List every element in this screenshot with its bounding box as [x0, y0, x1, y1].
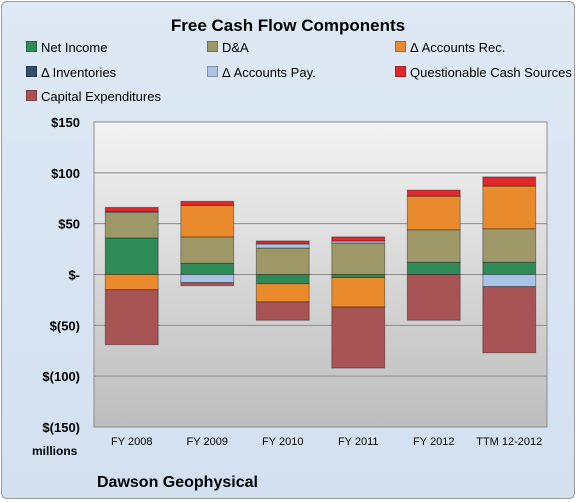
bar-segment: [331, 306, 386, 369]
bar-segment: [104, 206, 159, 212]
chart-title: Free Cash Flow Components: [170, 16, 406, 35]
legend-swatch: [395, 66, 406, 77]
y-tick-label: $(100): [42, 369, 80, 384]
x-tick-label: FY 2008: [111, 436, 152, 448]
bar-segment: [104, 274, 159, 291]
bar-segment: [482, 228, 537, 263]
y-tick-label: $-: [68, 268, 80, 283]
x-tick-label: TTM 12-2012: [476, 436, 542, 448]
legend-label: Δ Accounts Pay.: [222, 65, 316, 80]
company-name: Dawson Geophysical: [97, 474, 258, 491]
legend-label: Capital Expenditures: [41, 89, 161, 104]
legend-swatch: [26, 90, 37, 101]
bar-segment: [104, 211, 159, 239]
unit-label: millions: [32, 444, 78, 458]
legend-item: Δ Inventories: [26, 65, 116, 80]
bar-segment: [331, 277, 386, 308]
bar-segment: [482, 274, 537, 288]
bar-segment: [406, 195, 461, 231]
bar-segment: [406, 261, 461, 275]
legend-label: Δ Accounts Rec.: [410, 40, 506, 55]
bar-segment: [255, 240, 310, 245]
legend-swatch: [26, 66, 37, 77]
bar-segment: [255, 301, 310, 321]
bar-segment: [255, 283, 310, 303]
legend-swatch: [207, 66, 218, 77]
legend-label: Net Income: [41, 40, 108, 55]
bar-segment: [180, 200, 235, 206]
y-tick-label: $150: [51, 115, 80, 130]
bar-segment: [482, 261, 537, 275]
bar-segment: [255, 274, 310, 285]
legend-item: Capital Expenditures: [26, 89, 161, 104]
legend-item: Questionable Cash Sources: [395, 65, 572, 80]
bar-segment: [482, 286, 537, 354]
legend-item: Net Income: [26, 40, 107, 55]
bar-segment: [331, 236, 386, 242]
legend-item: Δ Accounts Rec.: [395, 40, 505, 55]
bar-segment: [180, 274, 235, 284]
x-tick-label: FY 2009: [187, 436, 228, 448]
x-tick-label: FY 2011: [338, 436, 379, 448]
y-tick-label: $(50): [50, 318, 80, 333]
bar-segment: [104, 237, 159, 275]
bar-segment: [482, 185, 537, 230]
bar-segment: [180, 236, 235, 264]
legend: Net Income D&A Δ Accounts Rec. Δ Inventorie…: [2, 2, 574, 112]
legend-swatch: [207, 41, 218, 52]
y-tick-label: $100: [51, 166, 80, 181]
bar-segment: [406, 229, 461, 263]
legend-item: Δ Accounts Pay.: [207, 65, 316, 80]
legend-swatch: [395, 41, 406, 52]
y-tick-label: $50: [58, 217, 80, 232]
legend-swatch: [26, 41, 37, 52]
bar-segment: [482, 176, 537, 187]
bar-segment: [255, 243, 310, 249]
legend-label: Questionable Cash Sources: [410, 65, 572, 80]
x-tick-label: FY 2010: [262, 436, 303, 448]
legend-item: D&A: [207, 40, 249, 55]
bar-segment: [331, 242, 386, 276]
y-tick-label: $(150): [42, 420, 80, 435]
bar-segment: [180, 262, 235, 276]
bar-segment: [255, 247, 310, 275]
legend-label: D&A: [222, 40, 249, 55]
x-tick-label: FY 2012: [413, 436, 454, 448]
bar-segment: [180, 204, 235, 238]
legend-label: Δ Inventories: [41, 65, 117, 80]
bar-segment: [104, 289, 159, 346]
bar-segment: [180, 282, 235, 287]
bar-segment: [406, 189, 461, 197]
bar-segment: [406, 274, 461, 321]
